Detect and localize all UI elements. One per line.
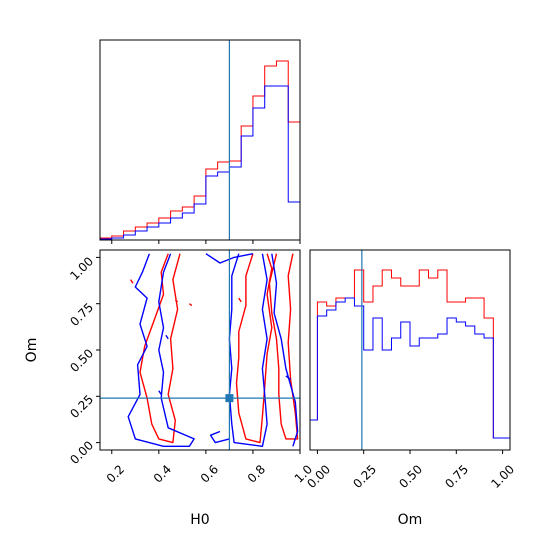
blue-contour <box>228 253 268 447</box>
blue-contour <box>285 375 292 381</box>
red-contour <box>174 299 179 303</box>
y-tick-label: 0.75 <box>67 300 96 329</box>
red-contour <box>188 303 193 307</box>
red-contour <box>130 279 134 284</box>
red-contour <box>235 253 273 444</box>
contour-group <box>100 250 300 450</box>
contour-y-tick-labels: 0.00 0.25 0.50 0.75 1.00 <box>67 254 96 467</box>
y-tick-label: 0.00 <box>67 438 96 467</box>
y-axis-title-om: Om <box>24 338 40 363</box>
red-contour <box>238 297 242 303</box>
y-tick-label: 0.50 <box>67 346 96 375</box>
x-tick-label: 0.75 <box>442 462 471 491</box>
blue-histogram-series <box>310 297 510 450</box>
plot-data-layer <box>100 40 510 450</box>
x-tick-label: 1.00 <box>488 462 517 491</box>
blue-contour <box>158 390 162 395</box>
x-tick-label: 0.4 <box>151 462 174 485</box>
x-tick-label: 0.25 <box>350 462 379 491</box>
blue-contour <box>209 430 230 444</box>
contour-x-tick-labels: 0.2 0.4 0.6 0.8 1.0 <box>104 462 315 485</box>
red-histogram-series <box>310 269 510 450</box>
histogram-group <box>100 40 300 240</box>
om-histogram-x-tick-labels: 0.00 0.25 0.50 0.75 1.00 <box>304 462 517 491</box>
x-tick-label: 0.6 <box>198 462 221 485</box>
y-tick-label: 1.00 <box>67 254 96 283</box>
h0-histogram-frame <box>99 39 301 241</box>
x-axis-title-h0: H0 <box>190 512 209 528</box>
blue-histogram-series <box>100 85 300 240</box>
red-contour <box>139 253 181 444</box>
blue-contour <box>271 253 299 447</box>
x-tick-label: 0.8 <box>245 462 268 485</box>
red-contour <box>268 253 299 440</box>
histogram-group <box>310 250 510 450</box>
x-tick-label: 0.2 <box>104 462 127 485</box>
axis-ticks <box>96 240 504 454</box>
truth-marker <box>225 394 234 403</box>
blue-contour <box>205 253 254 264</box>
x-axis-title-om: Om <box>398 512 423 528</box>
y-tick-label: 0.25 <box>67 392 96 421</box>
blue-contour <box>127 253 195 447</box>
blue-contour <box>165 334 169 340</box>
om-histogram-frame <box>309 249 511 451</box>
x-tick-label: 0.50 <box>396 462 425 491</box>
